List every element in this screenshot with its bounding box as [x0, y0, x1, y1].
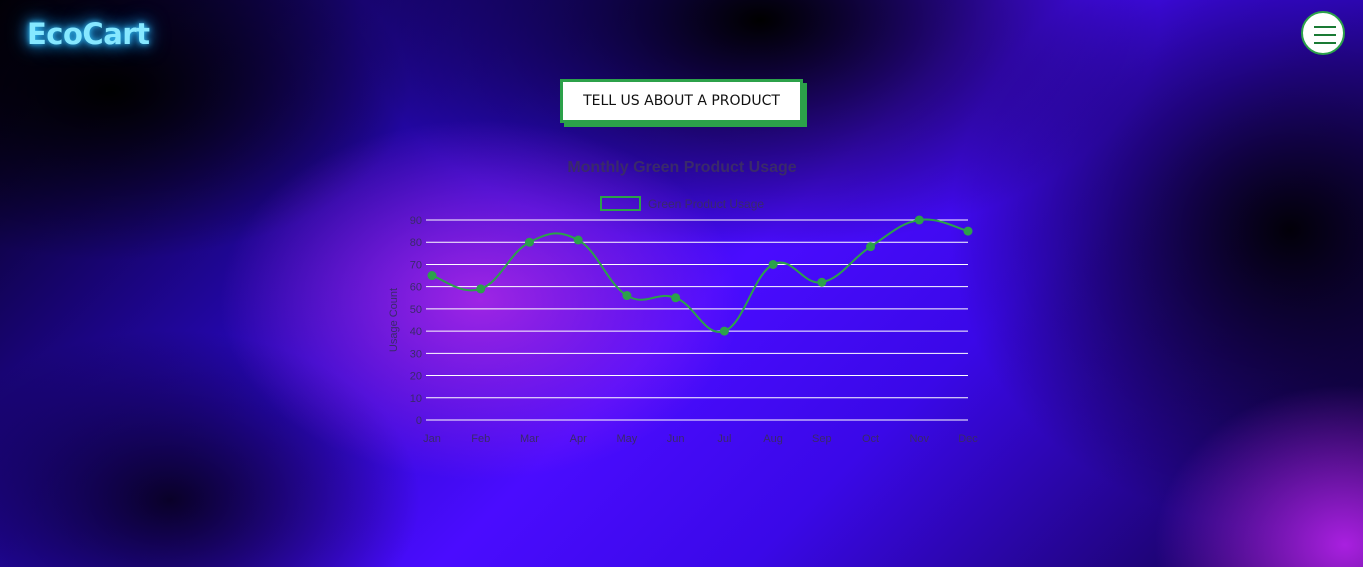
- x-tick-label: Apr: [570, 433, 587, 445]
- x-tick-label: Mar: [520, 433, 539, 445]
- data-point[interactable]: [768, 259, 778, 269]
- data-point[interactable]: [866, 242, 876, 252]
- data-point[interactable]: [622, 291, 632, 301]
- data-point[interactable]: [524, 237, 534, 247]
- series-line: [431, 218, 969, 333]
- x-tick-label: Jul: [717, 433, 731, 445]
- y-tick-label: 60: [410, 282, 422, 294]
- chart-legend[interactable]: Green Product Usage: [600, 196, 764, 211]
- data-point[interactable]: [963, 226, 973, 236]
- y-tick-label: 20: [410, 371, 422, 383]
- y-tick-label: 0: [416, 415, 422, 427]
- y-tick-label: 70: [410, 259, 422, 271]
- x-tick-label: Nov: [909, 433, 929, 445]
- menu-button[interactable]: [1301, 11, 1345, 55]
- x-tick-label: May: [617, 433, 638, 445]
- data-point[interactable]: [476, 284, 486, 294]
- data-point[interactable]: [719, 326, 729, 336]
- data-point[interactable]: [427, 271, 437, 281]
- y-tick-label: 90: [410, 215, 422, 227]
- legend-label: Green Product Usage: [648, 197, 764, 211]
- x-tick-label: Jan: [423, 433, 441, 445]
- y-tick-label: 10: [410, 393, 422, 405]
- data-point[interactable]: [671, 293, 681, 303]
- legend-swatch: [600, 196, 641, 211]
- data-point[interactable]: [573, 235, 583, 245]
- x-tick-label: Sep: [812, 433, 832, 445]
- logo[interactable]: EcoCart: [27, 17, 150, 51]
- data-point[interactable]: [817, 277, 827, 287]
- x-tick-label: Dec: [958, 433, 978, 445]
- y-axis-label: Usage Count: [388, 288, 400, 352]
- x-tick-label: Feb: [471, 433, 490, 445]
- tell-us-button[interactable]: TELL US ABOUT A PRODUCT: [560, 79, 803, 123]
- x-tick-label: Aug: [763, 433, 783, 445]
- data-point[interactable]: [914, 215, 924, 225]
- x-tick-label: Jun: [667, 433, 685, 445]
- hamburger-menu-icon: [1314, 26, 1336, 44]
- x-tick-label: Oct: [862, 433, 879, 445]
- y-tick-label: 30: [410, 348, 422, 360]
- chart-title: Monthly Green Product Usage: [567, 159, 796, 176]
- y-tick-label: 40: [410, 326, 422, 338]
- y-tick-label: 80: [410, 237, 422, 249]
- y-tick-label: 50: [410, 304, 422, 316]
